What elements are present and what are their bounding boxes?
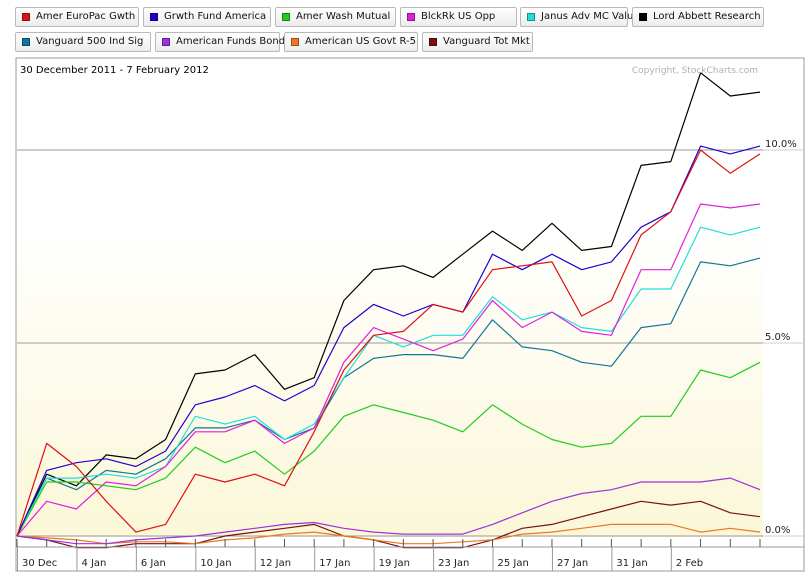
copyright-label: Copyright, StockCharts.com (632, 66, 758, 76)
x-tick-label: 19 Jan (379, 558, 410, 569)
legend-label: Amer EuroPac Gwth (36, 11, 136, 22)
y-axis: 0.0% 5.0% 10.0% (763, 139, 804, 537)
date-range-label: 30 December 2011 - 7 February 2012 (20, 65, 209, 76)
x-tick-label: 6 Jan (141, 558, 166, 569)
legend-swatch (22, 13, 30, 21)
legend-swatch (162, 38, 170, 46)
legend-swatch (407, 13, 415, 21)
series-line (16, 72, 761, 537)
legend-swatch (527, 13, 535, 21)
legend-swatch (429, 38, 437, 46)
legend-label: BlckRk US Opp (421, 11, 496, 22)
legend-item[interactable]: Amer EuroPac Gwth (15, 7, 139, 27)
legend-swatch (22, 38, 30, 46)
legend-label: Grwth Fund America (164, 11, 267, 22)
series-line (16, 226, 761, 537)
legend-label: Vanguard 500 Ind Sig (36, 36, 144, 47)
x-tick-label: 27 Jan (557, 558, 588, 569)
legend: Amer EuroPac Gwth Grwth Fund America Amer … (15, 7, 805, 53)
x-tick-label: 25 Jan (498, 558, 529, 569)
legend-swatch (291, 38, 299, 46)
legend-label: Janus Adv MC Value (541, 11, 640, 22)
legend-label: American Funds Bond (176, 36, 286, 47)
plot-area (17, 59, 763, 537)
series-line (16, 257, 761, 537)
legend-item[interactable]: BlckRk US Opp (400, 7, 517, 27)
series-layer (16, 72, 761, 549)
series-line (16, 149, 761, 537)
series-line (16, 361, 761, 537)
legend-item[interactable]: Amer Wash Mutual (275, 7, 396, 27)
series-line (16, 523, 761, 545)
x-tick-label: 10 Jan (200, 558, 231, 569)
legend-item[interactable]: American Funds Bond (155, 32, 285, 52)
legend-swatch (282, 13, 290, 21)
series-line (16, 145, 761, 537)
legend-item[interactable]: Vanguard 500 Ind Sig (15, 32, 151, 52)
series-line (16, 500, 761, 549)
gridlines (17, 149, 763, 537)
legend-swatch (639, 13, 647, 21)
x-tick-label: 17 Jan (319, 558, 350, 569)
x-tick-label: 12 Jan (260, 558, 291, 569)
legend-item[interactable]: Grwth Fund America (143, 7, 271, 27)
legend-item[interactable]: American US Govt R-5 (284, 32, 418, 52)
x-tick-label: 4 Jan (81, 558, 106, 569)
legend-label: American US Govt R-5 (305, 36, 417, 47)
x-tick-label: 23 Jan (438, 558, 469, 569)
legend-item[interactable]: Janus Adv MC Value (520, 7, 640, 27)
x-tick-label: 2 Feb (676, 558, 703, 569)
x-tick-label: 31 Jan (616, 558, 647, 569)
series-line (16, 477, 761, 545)
x-tick-label: 30 Dec (22, 558, 57, 569)
legend-item[interactable]: Lord Abbett Research (632, 7, 764, 27)
y-tick-label: 5.0% (765, 332, 790, 343)
legend-label: Amer Wash Mutual (296, 11, 391, 22)
y-tick-label: 0.0% (765, 525, 790, 536)
legend-label: Vanguard Tot Mkt (443, 36, 530, 47)
x-axis: 30 Dec 4 Jan 6 Jan 10 Jan 12 Jan 17 Jan 19 Jan… (16, 539, 804, 571)
legend-item[interactable]: Vanguard Tot Mkt (422, 32, 533, 52)
legend-label: Lord Abbett Research (653, 11, 761, 22)
y-tick-label: 10.0% (765, 139, 797, 150)
legend-swatch (150, 13, 158, 21)
